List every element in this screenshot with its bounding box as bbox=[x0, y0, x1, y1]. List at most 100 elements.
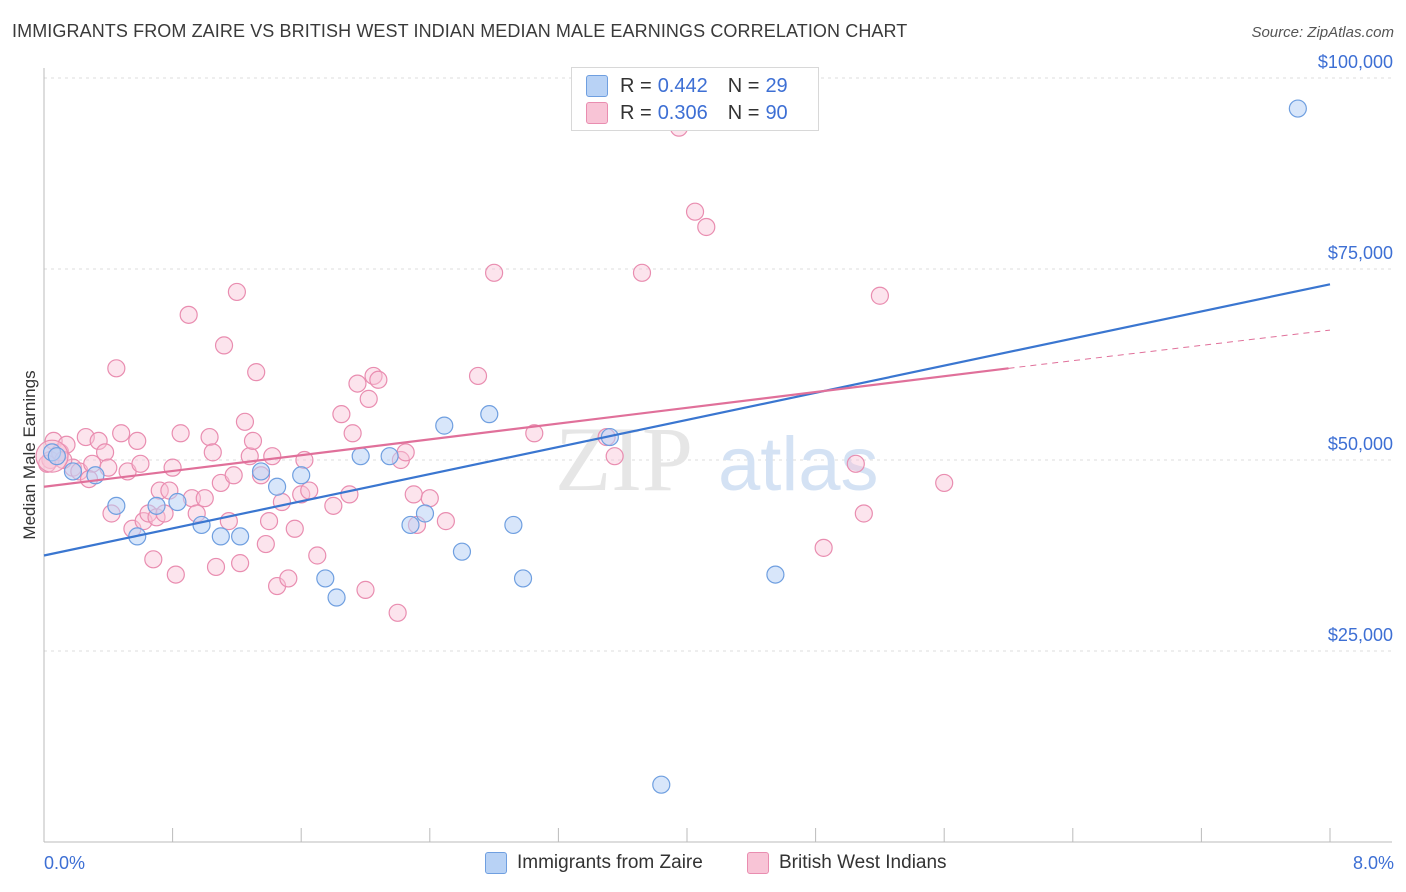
point-immigrants-from-zaire bbox=[504, 515, 523, 535]
legend-swatch-bwi bbox=[747, 852, 769, 874]
point-british-west-indians bbox=[340, 485, 359, 504]
point-immigrants-from-zaire bbox=[292, 466, 311, 485]
point-british-west-indians bbox=[369, 370, 388, 389]
point-british-west-indians bbox=[870, 286, 890, 305]
trend-line-zaire bbox=[43, 283, 1331, 557]
y-axis-label: Median Male Earnings bbox=[20, 370, 39, 540]
legend-r-label: R = bbox=[620, 101, 652, 124]
point-immigrants-from-zaire bbox=[147, 496, 166, 515]
point-british-west-indians bbox=[324, 496, 343, 515]
point-immigrants-from-zaire bbox=[63, 462, 83, 481]
point-british-west-indians bbox=[396, 443, 415, 462]
chart-title: IMMIGRANTS FROM ZAIRE VS BRITISH WEST IN… bbox=[12, 21, 908, 41]
y-tick-label: $75,000 bbox=[1328, 243, 1393, 263]
point-immigrants-from-zaire bbox=[452, 542, 472, 561]
point-british-west-indians bbox=[697, 217, 716, 237]
point-immigrants-from-zaire bbox=[327, 588, 346, 607]
point-british-west-indians bbox=[259, 512, 279, 531]
point-immigrants-from-zaire bbox=[480, 405, 499, 424]
point-british-west-indians bbox=[436, 512, 455, 531]
point-immigrants-from-zaire bbox=[652, 775, 671, 794]
y-tick-label: $25,000 bbox=[1328, 625, 1393, 645]
point-british-west-indians bbox=[263, 447, 282, 466]
point-british-west-indians bbox=[935, 473, 954, 493]
legend-label-zaire: Immigrants from Zaire bbox=[517, 852, 703, 873]
x-tick-label-min: 0.0% bbox=[44, 853, 86, 873]
point-immigrants-from-zaire bbox=[211, 527, 230, 546]
point-british-west-indians bbox=[231, 554, 250, 573]
watermark-zip: ZIP bbox=[555, 408, 693, 510]
point-immigrants-from-zaire bbox=[415, 504, 435, 523]
point-british-west-indians bbox=[171, 424, 190, 443]
point-british-west-indians bbox=[224, 466, 243, 485]
point-british-west-indians bbox=[128, 431, 147, 450]
point-immigrants-from-zaire bbox=[231, 527, 250, 546]
legend-n-label: N = bbox=[727, 74, 760, 97]
legend-r-value-bwi: 0.306 bbox=[657, 101, 708, 124]
watermark: ZIP atlas bbox=[555, 408, 879, 510]
legend-n-value-bwi: 90 bbox=[765, 101, 788, 124]
point-immigrants-from-zaire bbox=[380, 447, 399, 466]
point-british-west-indians bbox=[308, 546, 327, 565]
point-british-west-indians bbox=[279, 569, 298, 588]
legend-r-label: R = bbox=[620, 74, 652, 97]
point-british-west-indians bbox=[166, 565, 185, 584]
legend-n-value-zaire: 29 bbox=[765, 74, 788, 97]
legend-item-zaire[interactable]: Immigrants from Zaire bbox=[485, 852, 703, 874]
point-british-west-indians bbox=[256, 534, 275, 554]
point-british-west-indians bbox=[846, 454, 865, 473]
point-british-west-indians bbox=[200, 427, 219, 447]
point-british-west-indians bbox=[420, 489, 439, 508]
point-british-west-indians bbox=[112, 424, 131, 443]
point-immigrants-from-zaire bbox=[107, 496, 126, 515]
point-british-west-indians bbox=[605, 447, 624, 466]
point-immigrants-from-zaire bbox=[251, 462, 271, 481]
point-british-west-indians bbox=[247, 363, 266, 382]
point-immigrants-from-zaire bbox=[1288, 99, 1307, 118]
point-british-west-indians bbox=[227, 282, 246, 302]
point-british-west-indians bbox=[485, 263, 504, 282]
legend-r-value-zaire: 0.442 bbox=[657, 74, 708, 97]
y-tick-label: $50,000 bbox=[1328, 434, 1393, 454]
point-british-west-indians bbox=[343, 424, 362, 443]
trend-line-bwi bbox=[43, 367, 1009, 488]
y-tick-labels: $25,000 $50,000 $75,000 $100,000 bbox=[1318, 52, 1393, 645]
point-british-west-indians bbox=[388, 603, 407, 622]
point-immigrants-from-zaire bbox=[316, 569, 335, 588]
point-british-west-indians bbox=[214, 336, 234, 355]
series-british-west-indians bbox=[35, 118, 954, 622]
point-british-west-indians bbox=[854, 504, 873, 523]
point-british-west-indians bbox=[468, 366, 488, 386]
legend-item-bwi[interactable]: British West Indians bbox=[747, 852, 947, 874]
legend-swatch-zaire bbox=[485, 852, 507, 874]
point-british-west-indians bbox=[404, 485, 423, 504]
point-immigrants-from-zaire bbox=[267, 477, 287, 496]
point-british-west-indians bbox=[348, 374, 367, 393]
point-british-west-indians bbox=[285, 519, 304, 538]
point-immigrants-from-zaire bbox=[435, 416, 454, 435]
watermark-atlas: atlas bbox=[718, 422, 879, 507]
legend-row-zaire: R = 0.442 N = 29 bbox=[586, 74, 788, 98]
legend-swatch-zaire bbox=[586, 75, 608, 97]
point-british-west-indians bbox=[89, 431, 108, 450]
point-british-west-indians bbox=[107, 359, 126, 378]
point-british-west-indians bbox=[235, 412, 255, 431]
legend-swatch-bwi bbox=[586, 102, 608, 124]
point-british-west-indians bbox=[95, 443, 115, 462]
point-immigrants-from-zaire bbox=[351, 447, 370, 466]
point-immigrants-from-zaire bbox=[766, 565, 785, 584]
point-british-west-indians bbox=[814, 538, 833, 557]
x-tick-label-max: 8.0% bbox=[1352, 853, 1394, 873]
point-british-west-indians bbox=[179, 305, 198, 324]
point-british-west-indians bbox=[300, 481, 319, 500]
point-british-west-indians bbox=[131, 454, 150, 473]
point-immigrants-from-zaire bbox=[192, 515, 211, 535]
point-immigrants-from-zaire bbox=[168, 492, 187, 512]
trend-lines bbox=[43, 283, 1331, 557]
point-british-west-indians bbox=[206, 557, 226, 577]
chart-source: Source: ZipAtlas.com bbox=[1251, 24, 1394, 41]
point-british-west-indians bbox=[144, 550, 163, 569]
legend-n-label: N = bbox=[727, 101, 760, 124]
point-british-west-indians bbox=[632, 263, 652, 282]
